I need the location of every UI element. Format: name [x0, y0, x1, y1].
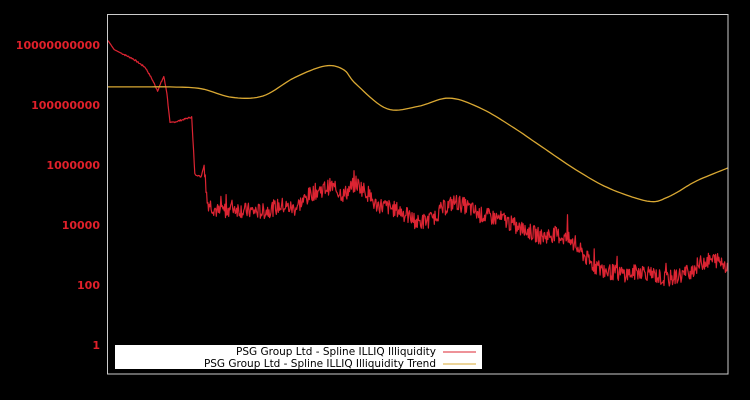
y-tick-label: 100000000: [31, 99, 100, 112]
y-tick-label: 1000000: [46, 159, 100, 172]
y-tick-label: 10000000000: [16, 39, 101, 52]
plot-area: [107, 40, 729, 287]
y-tick-label: 1: [92, 339, 100, 352]
legend-label-illiq: PSG Group Ltd - Spline ILLIQ Illiquidity: [236, 346, 436, 358]
series-illiq-line: [107, 40, 729, 287]
series-trend-line: [108, 64, 729, 203]
legend-box: [115, 345, 482, 369]
y-axis: 10000000000 100000000 1000000 10000 100 1: [16, 39, 101, 352]
y-tick-label: 10000: [62, 219, 101, 232]
legend-label-trend: PSG Group Ltd - Spline ILLIQ Illiquidity…: [204, 358, 436, 370]
plot-frame: [107, 14, 729, 375]
y-tick-label: 100: [77, 279, 100, 292]
legend: PSG Group Ltd - Spline ILLIQ Illiquidity…: [115, 345, 482, 370]
